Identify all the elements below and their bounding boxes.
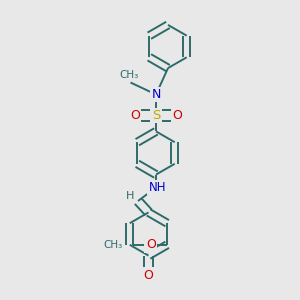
Text: O: O bbox=[130, 109, 140, 122]
Text: NH: NH bbox=[149, 181, 166, 194]
Text: S: S bbox=[152, 109, 160, 122]
Text: O: O bbox=[146, 238, 156, 251]
Text: CH₃: CH₃ bbox=[103, 240, 122, 250]
Text: O: O bbox=[144, 268, 153, 282]
Text: O: O bbox=[172, 109, 182, 122]
Text: N: N bbox=[151, 88, 161, 101]
Text: H: H bbox=[126, 190, 135, 201]
Text: CH₃: CH₃ bbox=[119, 70, 139, 80]
